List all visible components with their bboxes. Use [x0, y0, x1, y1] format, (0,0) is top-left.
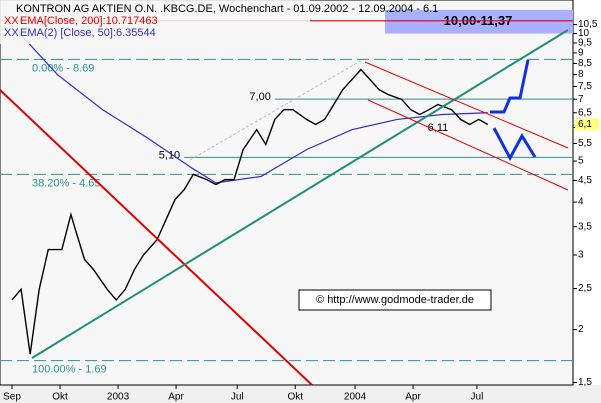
trend-line [0, 89, 313, 386]
last-price-label: 6,1 [578, 119, 592, 130]
channel-line [367, 99, 569, 191]
x-tick-label: 2004 [344, 392, 367, 403]
legend-entry: EMA(2) [Close, 50]:6.35544 [20, 27, 156, 39]
x-tick-label: Apr [168, 392, 184, 403]
y-tick-label: 4 [578, 197, 584, 208]
fib-label: 0.00% - 8.69 [32, 62, 94, 74]
note-label: 6,11 [428, 122, 449, 134]
x-tick-label: Okt [52, 392, 68, 403]
level-label: 5,10 [159, 149, 180, 161]
series-line [11, 68, 489, 355]
y-tick-label: 5,5 [578, 138, 592, 149]
zone [385, 9, 573, 34]
y-tick-label: 3 [578, 250, 584, 261]
legend-icon: XX [4, 15, 19, 27]
last-price-box [575, 118, 599, 131]
trend-line [31, 29, 569, 359]
legend-entry: EMA[Close, 200]:10.717463 [20, 15, 158, 27]
y-tick-label: 9 [578, 48, 584, 59]
level-label: 7,00 [249, 91, 270, 103]
axis-area [574, 0, 601, 385]
x-tick-label: Apr [405, 392, 421, 403]
y-tick-label: 10 [578, 28, 590, 39]
watermark: © http://www.godmode-trader.de [316, 294, 474, 306]
fib-label: 100.00% - 1.69 [32, 363, 107, 375]
x-tick-label: Okt [287, 392, 303, 403]
x-tick-label: 2003 [107, 392, 130, 403]
y-tick-label: 2 [578, 324, 584, 335]
watermark-box [298, 289, 492, 311]
channel-line [364, 61, 569, 149]
plot-area [0, 0, 574, 386]
trend-line [189, 59, 363, 161]
y-tick-label: 3,5 [578, 221, 592, 232]
y-tick-label: 2,5 [578, 283, 592, 294]
y-tick-label: 7,5 [578, 81, 592, 92]
x-tick-label: Jul [231, 392, 244, 403]
fib-label: 38.20% - 4.65 [32, 177, 101, 189]
y-tick-label: 7 [578, 94, 584, 105]
y-tick-label: 8,5 [578, 58, 592, 69]
x-tick-label: Sep [3, 392, 21, 403]
y-tick-label: 9,5 [578, 38, 592, 49]
legend-icon: XX [4, 27, 19, 39]
y-tick-label: 4,5 [578, 175, 592, 186]
series-line [16, 29, 488, 184]
scenario-arrow [490, 59, 530, 114]
y-tick-label: 6,5 [578, 107, 592, 118]
y-tick-label: 10,5 [578, 19, 598, 30]
y-tick-label: 5 [578, 156, 584, 167]
x-tick-label: Jul [471, 392, 484, 403]
y-tick-label: 8 [578, 69, 584, 80]
legend-box [0, 0, 310, 44]
y-tick-label: 1,5 [578, 377, 592, 388]
scenario-arrow [492, 127, 537, 162]
chart-title: KONTRON AG AKTIEN O.N. .KBCG.DE, Wochenc… [16, 3, 438, 15]
